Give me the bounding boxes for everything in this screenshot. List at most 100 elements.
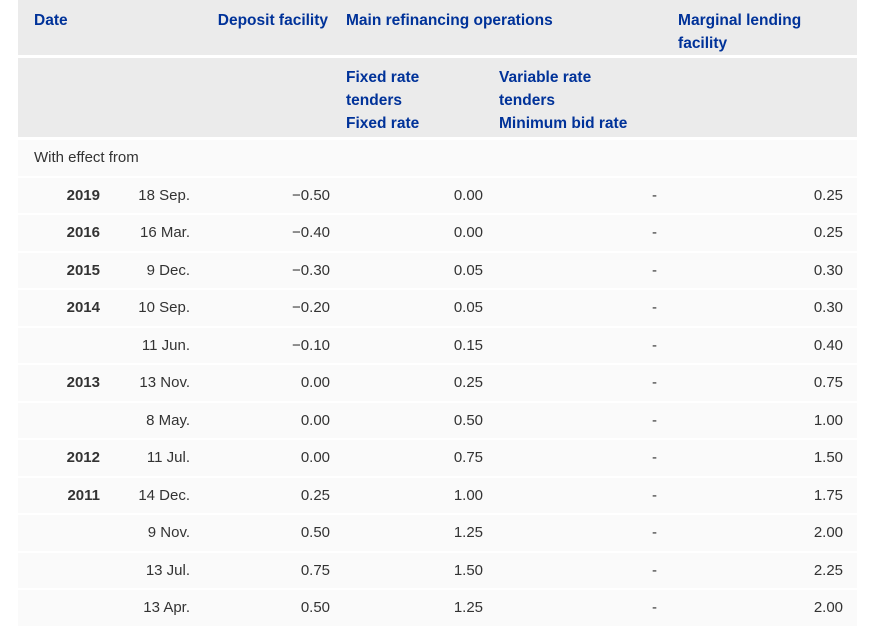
cell-date: 9 Nov. bbox=[100, 515, 191, 553]
column-header-deposit-facility: Deposit facility bbox=[190, 0, 331, 58]
cell-marginal-lending: 2.00 bbox=[657, 515, 858, 553]
cell-deposit-facility: 0.00 bbox=[190, 440, 331, 478]
section-label: With effect from bbox=[18, 140, 858, 178]
cell-deposit-facility: −0.10 bbox=[190, 327, 331, 365]
subheader-line: Minimum bid rate bbox=[499, 115, 628, 132]
cell-year: 2016 bbox=[18, 215, 100, 253]
cell-deposit-facility: 0.50 bbox=[190, 515, 331, 553]
cell-deposit-facility: 0.25 bbox=[190, 477, 331, 515]
cell-mro-variable-rate: - bbox=[483, 552, 658, 590]
subheader-line: Variable rate bbox=[499, 69, 592, 86]
subheader-line: Fixed rate bbox=[346, 69, 420, 86]
cell-marginal-lending: 0.25 bbox=[657, 215, 858, 253]
cell-mro-fixed-rate: 0.15 bbox=[330, 327, 484, 365]
cell-marginal-lending: 1.75 bbox=[657, 477, 858, 515]
table-row: 2012 11 Jul. 0.00 0.75 - 1.50 bbox=[18, 440, 858, 478]
header-spacer bbox=[657, 58, 858, 140]
subheader-variable-rate-tenders: Variable rate tenders Minimum bid rate bbox=[483, 58, 658, 140]
cell-mro-variable-rate: - bbox=[483, 590, 658, 628]
cell-mro-fixed-rate: 0.00 bbox=[330, 215, 484, 253]
table-body: With effect from 2019 18 Sep. −0.50 0.00… bbox=[18, 140, 858, 628]
table-row: 13 Apr. 0.50 1.25 - 2.00 bbox=[18, 590, 858, 628]
column-header-date: Date bbox=[18, 0, 191, 58]
cell-deposit-facility: 0.50 bbox=[190, 590, 331, 628]
cell-marginal-lending: 0.30 bbox=[657, 252, 858, 290]
cell-mro-variable-rate: - bbox=[483, 365, 658, 403]
cell-year bbox=[18, 515, 100, 553]
cell-date: 16 Mar. bbox=[100, 215, 191, 253]
table-row: 9 Nov. 0.50 1.25 - 2.00 bbox=[18, 515, 858, 553]
cell-mro-fixed-rate: 0.05 bbox=[330, 290, 484, 328]
table-header-row-main: Date Deposit facility Main refinancing o… bbox=[18, 0, 858, 58]
column-header-marginal-lending-facility: Marginal lending facility bbox=[657, 0, 858, 58]
cell-deposit-facility: −0.20 bbox=[190, 290, 331, 328]
cell-mro-fixed-rate: 0.75 bbox=[330, 440, 484, 478]
cell-mro-variable-rate: - bbox=[483, 515, 658, 553]
cell-deposit-facility: 0.00 bbox=[190, 402, 331, 440]
cell-mro-fixed-rate: 1.50 bbox=[330, 552, 484, 590]
cell-mro-fixed-rate: 0.25 bbox=[330, 365, 484, 403]
cell-mro-variable-rate: - bbox=[483, 402, 658, 440]
cell-year: 2012 bbox=[18, 440, 100, 478]
cell-date: 8 May. bbox=[100, 402, 191, 440]
cell-deposit-facility: 0.00 bbox=[190, 365, 331, 403]
cell-deposit-facility: 0.75 bbox=[190, 552, 331, 590]
cell-mro-fixed-rate: 1.25 bbox=[330, 590, 484, 628]
cell-marginal-lending: 0.40 bbox=[657, 327, 858, 365]
table-row: 2016 16 Mar. −0.40 0.00 - 0.25 bbox=[18, 215, 858, 253]
table-row: 13 Jul. 0.75 1.50 - 2.25 bbox=[18, 552, 858, 590]
cell-marginal-lending: 0.30 bbox=[657, 290, 858, 328]
table-row: 2014 10 Sep. −0.20 0.05 - 0.30 bbox=[18, 290, 858, 328]
section-row: With effect from bbox=[18, 140, 858, 178]
cell-marginal-lending: 2.00 bbox=[657, 590, 858, 628]
cell-mro-variable-rate: - bbox=[483, 177, 658, 215]
cell-date: 13 Jul. bbox=[100, 552, 191, 590]
interest-rates-table: Date Deposit facility Main refinancing o… bbox=[18, 0, 858, 628]
cell-year bbox=[18, 402, 100, 440]
table-header-row-sub: Fixed rate tenders Fixed rate Variable r… bbox=[18, 58, 858, 140]
cell-marginal-lending: 2.25 bbox=[657, 552, 858, 590]
cell-date: 13 Nov. bbox=[100, 365, 191, 403]
cell-year bbox=[18, 327, 100, 365]
cell-mro-variable-rate: - bbox=[483, 215, 658, 253]
cell-mro-variable-rate: - bbox=[483, 290, 658, 328]
cell-year: 2015 bbox=[18, 252, 100, 290]
cell-mro-variable-rate: - bbox=[483, 327, 658, 365]
table-row: 2011 14 Dec. 0.25 1.00 - 1.75 bbox=[18, 477, 858, 515]
subheader-line: Fixed rate bbox=[346, 115, 420, 132]
cell-year bbox=[18, 552, 100, 590]
cell-mro-variable-rate: - bbox=[483, 252, 658, 290]
cell-date: 13 Apr. bbox=[100, 590, 191, 628]
table-row: 2015 9 Dec. −0.30 0.05 - 0.30 bbox=[18, 252, 858, 290]
column-header-main-refinancing-operations: Main refinancing operations bbox=[330, 0, 658, 58]
cell-mro-fixed-rate: 1.25 bbox=[330, 515, 484, 553]
cell-year: 2014 bbox=[18, 290, 100, 328]
cell-year: 2011 bbox=[18, 477, 100, 515]
cell-date: 14 Dec. bbox=[100, 477, 191, 515]
cell-year bbox=[18, 590, 100, 628]
cell-marginal-lending: 0.75 bbox=[657, 365, 858, 403]
cell-marginal-lending: 1.00 bbox=[657, 402, 858, 440]
cell-marginal-lending: 0.25 bbox=[657, 177, 858, 215]
subheader-line: tenders bbox=[499, 92, 556, 109]
cell-date: 10 Sep. bbox=[100, 290, 191, 328]
cell-deposit-facility: −0.50 bbox=[190, 177, 331, 215]
subheader-line: tenders bbox=[346, 92, 403, 109]
cell-mro-fixed-rate: 1.00 bbox=[330, 477, 484, 515]
cell-mro-fixed-rate: 0.50 bbox=[330, 402, 484, 440]
table-row: 8 May. 0.00 0.50 - 1.00 bbox=[18, 402, 858, 440]
table-row: 2013 13 Nov. 0.00 0.25 - 0.75 bbox=[18, 365, 858, 403]
cell-mro-variable-rate: - bbox=[483, 477, 658, 515]
cell-year: 2013 bbox=[18, 365, 100, 403]
cell-mro-fixed-rate: 0.05 bbox=[330, 252, 484, 290]
cell-year: 2019 bbox=[18, 177, 100, 215]
table-header: Date Deposit facility Main refinancing o… bbox=[18, 0, 858, 140]
cell-date: 11 Jun. bbox=[100, 327, 191, 365]
cell-deposit-facility: −0.40 bbox=[190, 215, 331, 253]
table-row: 2019 18 Sep. −0.50 0.00 - 0.25 bbox=[18, 177, 858, 215]
cell-mro-fixed-rate: 0.00 bbox=[330, 177, 484, 215]
subheader-fixed-rate-tenders: Fixed rate tenders Fixed rate bbox=[330, 58, 484, 140]
cell-deposit-facility: −0.30 bbox=[190, 252, 331, 290]
table-row: 11 Jun. −0.10 0.15 - 0.40 bbox=[18, 327, 858, 365]
